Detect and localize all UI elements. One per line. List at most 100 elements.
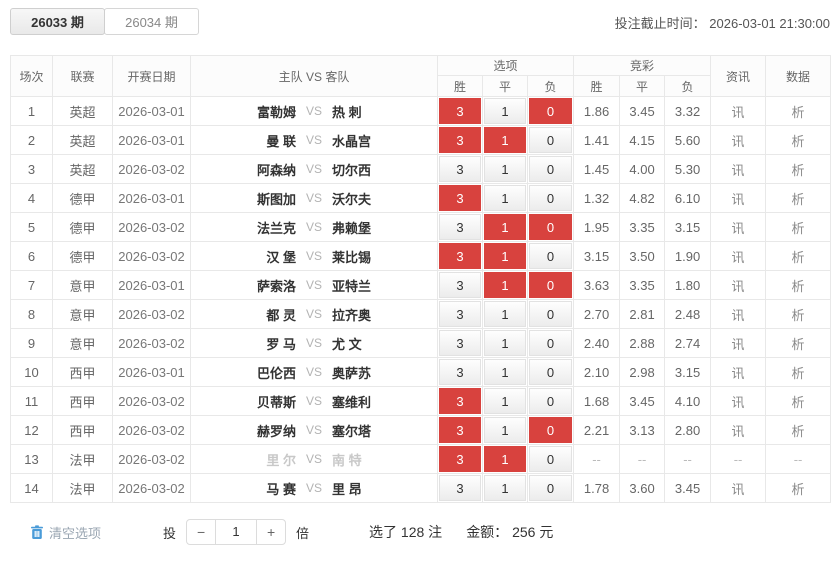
- match-row: 14 法甲 2026-03-02 马 赛 VS 里 昂 3 1 0 1.78 3.60 3.45 讯析: [10, 473, 832, 503]
- analysis-link[interactable]: 析: [765, 473, 832, 503]
- option-win-button[interactable]: 3: [439, 185, 481, 211]
- option-cell: 3: [437, 270, 483, 300]
- option-lose-button[interactable]: 0: [529, 359, 573, 385]
- option-lose-button[interactable]: 0: [529, 98, 573, 124]
- league-name: 西甲: [52, 415, 113, 445]
- odds-win: 1.32: [573, 183, 621, 213]
- news-link[interactable]: 讯: [710, 154, 767, 184]
- option-win-button[interactable]: 3: [439, 243, 481, 269]
- option-lose-button[interactable]: 0: [529, 388, 573, 414]
- option-win-button[interactable]: 3: [439, 475, 481, 501]
- teams-wrap: 曼 联 VS 水晶宫: [191, 131, 437, 150]
- option-lose-button[interactable]: 0: [529, 417, 573, 443]
- news-link[interactable]: 讯: [710, 473, 767, 503]
- vs-label: VS: [305, 394, 322, 408]
- multiplier-value[interactable]: 1: [216, 519, 257, 545]
- match-number: 2: [10, 125, 53, 155]
- option-draw-button[interactable]: 1: [484, 127, 526, 153]
- option-lose-button[interactable]: 0: [529, 185, 573, 211]
- option-lose-button[interactable]: 0: [529, 301, 573, 327]
- option-draw-button[interactable]: 1: [484, 475, 526, 501]
- news-link[interactable]: 讯: [710, 328, 767, 358]
- option-cell: 3: [437, 183, 483, 213]
- option-draw-button[interactable]: 1: [484, 446, 526, 472]
- news-link[interactable]: 讯: [710, 241, 767, 271]
- teams-cell: 都 灵 VS 拉齐奥: [190, 299, 438, 329]
- option-win-button[interactable]: 3: [439, 417, 481, 443]
- vs-label: VS: [305, 365, 322, 379]
- tab-period-26033[interactable]: 26033 期: [10, 8, 105, 35]
- tab-period-26034[interactable]: 26034 期: [104, 8, 199, 35]
- news-link[interactable]: 讯: [710, 299, 767, 329]
- option-lose-button[interactable]: 0: [529, 330, 573, 356]
- news-link[interactable]: 讯: [710, 357, 767, 387]
- option-win-button[interactable]: 3: [439, 98, 481, 124]
- league-name: 法甲: [52, 473, 113, 503]
- news-link[interactable]: 讯: [710, 96, 767, 126]
- deadline-value: 2026-03-01 21:30:00: [709, 16, 830, 31]
- analysis-link[interactable]: 析: [765, 96, 832, 126]
- option-lose-button[interactable]: 0: [529, 446, 573, 472]
- option-win-button[interactable]: 3: [439, 388, 481, 414]
- analysis-link[interactable]: 析: [765, 386, 832, 416]
- odds-win: 1.95: [573, 212, 621, 242]
- option-lose-button[interactable]: 0: [529, 214, 573, 240]
- option-draw-button[interactable]: 1: [484, 272, 526, 298]
- col-header-options-win: 胜: [437, 75, 483, 97]
- option-lose-button[interactable]: 0: [529, 156, 573, 182]
- league-name: 意甲: [52, 328, 113, 358]
- option-lose-button[interactable]: 0: [529, 127, 573, 153]
- option-lose-button[interactable]: 0: [529, 243, 573, 269]
- match-row: 11 西甲 2026-03-02 贝蒂斯 VS 塞维利 3 1 0 1.68 3.45 4.10 讯析: [10, 386, 832, 416]
- teams-wrap: 贝蒂斯 VS 塞维利: [191, 392, 437, 411]
- option-draw-button[interactable]: 1: [484, 359, 526, 385]
- news-link[interactable]: 讯: [710, 270, 767, 300]
- teams-cell: 巴伦西 VS 奥萨苏: [190, 357, 438, 387]
- news-link[interactable]: 讯: [710, 212, 767, 242]
- analysis-link[interactable]: 析: [765, 212, 832, 242]
- option-draw-button[interactable]: 1: [484, 330, 526, 356]
- analysis-link[interactable]: 析: [765, 270, 832, 300]
- multiplier-decrease-button[interactable]: −: [186, 519, 217, 545]
- option-draw-button[interactable]: 1: [484, 185, 526, 211]
- option-win-button[interactable]: 3: [439, 301, 481, 327]
- clear-selection-button[interactable]: 清空选项: [30, 523, 101, 542]
- option-draw-button[interactable]: 1: [484, 388, 526, 414]
- news-link[interactable]: 讯: [710, 415, 767, 445]
- odds-draw: 4.15: [619, 125, 666, 155]
- option-draw-button[interactable]: 1: [484, 214, 526, 240]
- option-draw-button[interactable]: 1: [484, 417, 526, 443]
- option-win-button[interactable]: 3: [439, 156, 481, 182]
- option-cell: 1: [482, 183, 528, 213]
- news-link[interactable]: 讯: [710, 386, 767, 416]
- option-win-button[interactable]: 3: [439, 359, 481, 385]
- option-draw-button[interactable]: 1: [484, 301, 526, 327]
- news-link[interactable]: 讯: [710, 125, 767, 155]
- analysis-link[interactable]: 析: [765, 125, 832, 155]
- option-lose-button[interactable]: 0: [529, 272, 573, 298]
- option-lose-button[interactable]: 0: [529, 475, 573, 501]
- option-cell: 1: [482, 241, 528, 271]
- odds-draw: 3.60: [619, 473, 666, 503]
- analysis-link[interactable]: 析: [765, 241, 832, 271]
- option-draw-button[interactable]: 1: [484, 243, 526, 269]
- odds-win: 1.68: [573, 386, 621, 416]
- analysis-link[interactable]: 析: [765, 415, 832, 445]
- option-win-button[interactable]: 3: [439, 214, 481, 240]
- multiplier-increase-button[interactable]: +: [256, 519, 287, 545]
- news-link[interactable]: 讯: [710, 183, 767, 213]
- option-win-button[interactable]: 3: [439, 127, 481, 153]
- option-draw-button[interactable]: 1: [484, 98, 526, 124]
- option-cell: 3: [437, 154, 483, 184]
- analysis-link[interactable]: 析: [765, 357, 832, 387]
- option-draw-button[interactable]: 1: [484, 156, 526, 182]
- match-date: 2026-03-02: [112, 299, 191, 329]
- option-win-button[interactable]: 3: [439, 330, 481, 356]
- match-row: 13 法甲 2026-03-02 里 尔 VS 南 特 3 1 0 -- -- -- -- --: [10, 444, 832, 474]
- option-win-button[interactable]: 3: [439, 272, 481, 298]
- analysis-link[interactable]: 析: [765, 328, 832, 358]
- analysis-link[interactable]: 析: [765, 299, 832, 329]
- analysis-link[interactable]: 析: [765, 183, 832, 213]
- analysis-link[interactable]: 析: [765, 154, 832, 184]
- option-win-button[interactable]: 3: [439, 446, 481, 472]
